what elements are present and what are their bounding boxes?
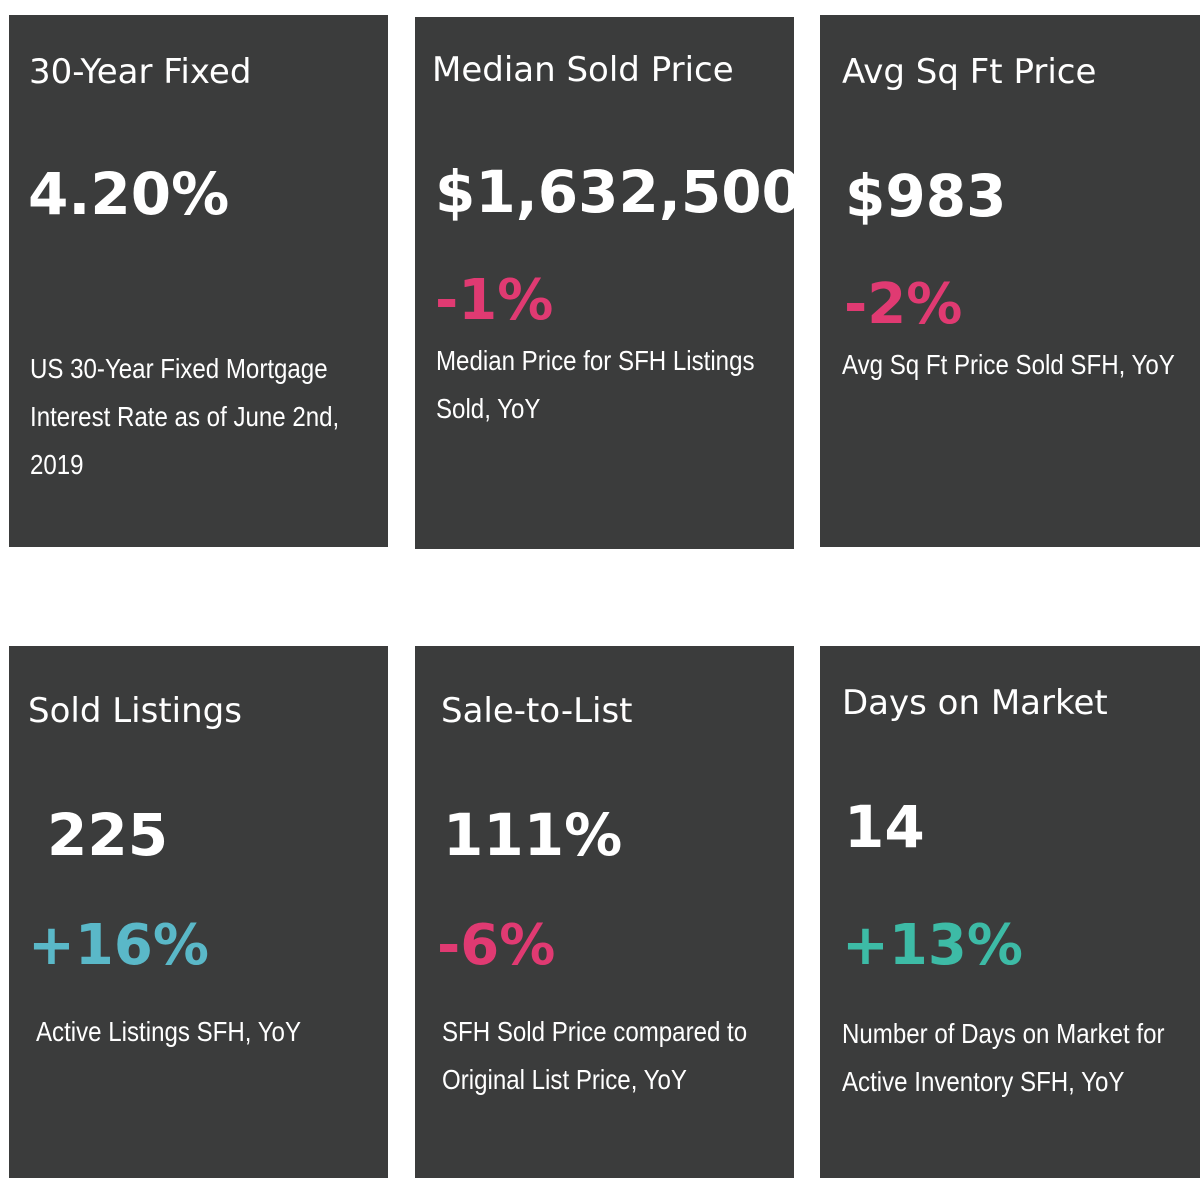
card-change: +16% (28, 913, 209, 978)
card-median-sold-price: Median Sold Price $1,632,500 -1% Median … (415, 17, 802, 549)
card-30-year-fixed: 30-Year Fixed 4.20% US 30-Year Fixed Mor… (9, 15, 388, 547)
card-title: 30-Year Fixed (29, 52, 252, 92)
card-sold-listings: Sold Listings 225 +16% Active Listings S… (9, 646, 388, 1178)
card-change: -2% (844, 272, 963, 337)
card-description: Number of Days on Market for Active Inve… (842, 1018, 1165, 1097)
card-avg-sq-ft-price: Avg Sq Ft Price $983 -2% Avg Sq Ft Price… (820, 15, 1200, 547)
card-title: Sale-to-List (441, 691, 633, 731)
card-value: $1,632,500 (435, 158, 802, 226)
card-title: Median Sold Price (432, 50, 734, 90)
card-value: 14 (844, 793, 925, 861)
card-value: 111% (443, 801, 623, 869)
card-description: SFH Sold Price compared to Original List… (442, 1016, 748, 1095)
card-change: -6% (437, 913, 556, 978)
card-description: US 30-Year Fixed Mortgage Interest Rate … (30, 353, 340, 480)
card-change: -1% (435, 268, 554, 333)
card-description: Active Listings SFH, YoY (36, 1016, 302, 1047)
card-value: $983 (845, 162, 1007, 230)
card-title: Sold Listings (28, 691, 242, 731)
card-description: Median Price for SFH Listings Sold, YoY (436, 345, 755, 424)
card-description: Avg Sq Ft Price Sold SFH, YoY (842, 349, 1175, 380)
card-change: +13% (842, 913, 1023, 978)
card-sale-to-list: Sale-to-List 111% -6% SFH Sold Price com… (415, 646, 794, 1178)
card-title: Avg Sq Ft Price (842, 52, 1097, 92)
card-value: 225 (47, 801, 169, 869)
card-value: 4.20% (28, 160, 230, 228)
card-title: Days on Market (842, 683, 1108, 723)
card-days-on-market: Days on Market 14 +13% Number of Days on… (820, 646, 1200, 1178)
